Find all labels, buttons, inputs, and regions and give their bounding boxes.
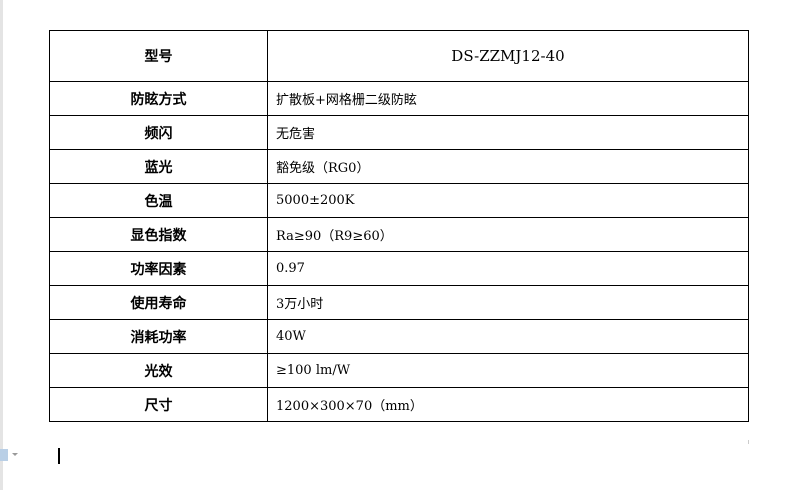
- row-value: 3万小时: [267, 285, 749, 320]
- row-key: 尺寸: [49, 387, 268, 422]
- table-row: 防眩方式 扩散板+网格栅二级防眩: [49, 81, 749, 116]
- row-value: 1200×300×70（mm）: [267, 387, 749, 422]
- margin-mark: [748, 440, 749, 444]
- row-value: Ra≥90（R9≥60）: [267, 217, 749, 252]
- row-key: 消耗功率: [49, 319, 268, 354]
- row-key: 显色指数: [49, 217, 268, 252]
- left-margin-bar: [0, 0, 3, 490]
- spec-table: 型号 DS-ZZMJ12-40 防眩方式 扩散板+网格栅二级防眩 频闪 无危害 蓝光豁…: [49, 30, 749, 422]
- row-key: 功率因素: [49, 251, 268, 286]
- row-value: 5000±200K: [267, 183, 749, 218]
- table-row: 型号 DS-ZZMJ12-40: [49, 30, 749, 82]
- header-value: DS-ZZMJ12-40: [267, 30, 749, 82]
- paste-options-icon[interactable]: [0, 449, 8, 461]
- paste-options-dropdown-icon[interactable]: [12, 453, 18, 456]
- row-key: 色温: [49, 183, 268, 218]
- row-key: 使用寿命: [49, 285, 268, 320]
- row-key: 蓝光: [49, 149, 268, 184]
- row-value: 豁免级（RG0）: [267, 149, 749, 184]
- text-cursor[interactable]: [58, 448, 60, 464]
- row-value: 40W: [267, 319, 749, 354]
- table-row: 光效 ≥100 lm/W: [49, 353, 749, 388]
- table-row: 频闪 无危害: [49, 115, 749, 150]
- row-value: ≥100 lm/W: [267, 353, 749, 388]
- row-value: 无危害: [267, 115, 749, 150]
- row-key: 光效: [49, 353, 268, 388]
- header-key: 型号: [49, 30, 268, 82]
- table-row: 尺寸 1200×300×70（mm）: [49, 387, 749, 422]
- table-row: 蓝光 豁免级（RG0）: [49, 149, 749, 184]
- table-row: 显色指数 Ra≥90（R9≥60）: [49, 217, 749, 252]
- row-key: 防眩方式: [49, 81, 268, 116]
- table-row: 色温 5000±200K: [49, 183, 749, 218]
- table-row: 消耗功率 40W: [49, 319, 749, 354]
- row-value: 扩散板+网格栅二级防眩: [267, 81, 749, 116]
- table-row: 使用寿命 3万小时: [49, 285, 749, 320]
- table-row: 功率因素 0.97: [49, 251, 749, 286]
- row-value: 0.97: [267, 251, 749, 286]
- row-key: 频闪: [49, 115, 268, 150]
